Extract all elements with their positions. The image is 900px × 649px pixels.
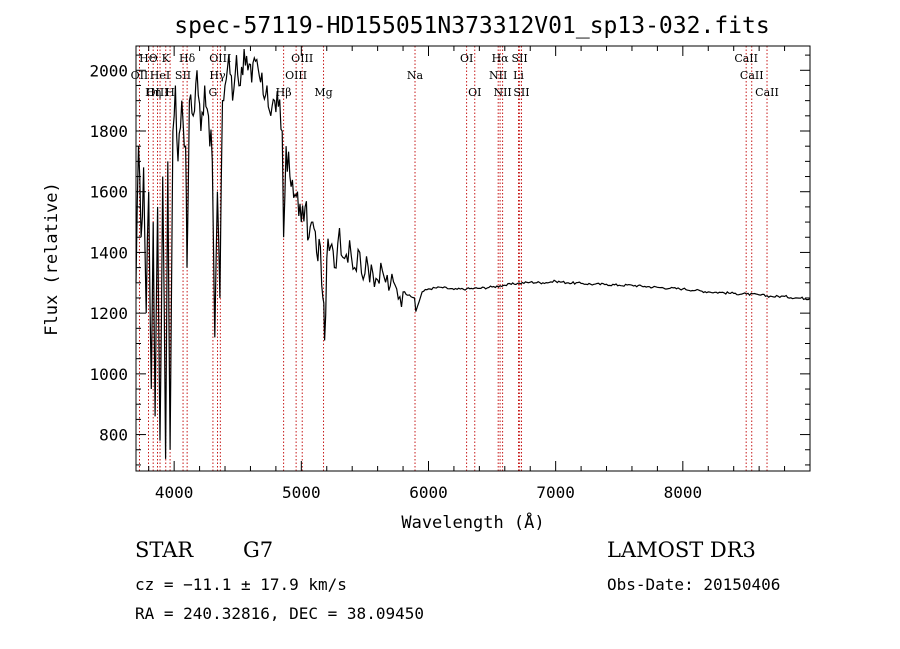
y-tick-label: 1600 [89, 183, 128, 202]
line-marker-label: OIII [291, 52, 313, 65]
line-marker-label: Li [513, 69, 524, 82]
y-axis-label: Flux (relative) [42, 182, 62, 336]
obs-date: Obs-Date: 20150406 [607, 575, 781, 594]
line-marker-label: SII [512, 52, 528, 65]
y-tick-label: 1200 [89, 304, 128, 323]
y-tick-label: 800 [99, 426, 128, 445]
line-marker-label: HeI [150, 69, 170, 82]
line-marker-label: CaII [740, 69, 764, 82]
object-class: STAR [135, 538, 194, 562]
redshift-text: cz = −11.1 ± 17.9 km/s [135, 575, 347, 594]
line-marker-label: Mg [314, 86, 332, 99]
x-axis-ticks: 4000 5000 6000 7000 8000 [148, 46, 786, 502]
x-tick-label: 4000 [155, 483, 194, 502]
line-marker-label: H [165, 86, 175, 99]
line-marker-label: OIII [285, 69, 307, 82]
survey-name: LAMOST DR3 [607, 538, 756, 562]
line-marker-label: G [209, 86, 218, 99]
y-axis-ticks: 800 1000 1200 1400 1600 1800 2000 [89, 54, 810, 466]
x-tick-label: 8000 [664, 483, 703, 502]
line-marker-label: K [162, 52, 171, 65]
x-axis-label: Wavelength (Å) [401, 511, 544, 533]
line-marker-label: OII [131, 69, 149, 82]
y-tick-label: 1400 [89, 243, 128, 262]
line-marker-label: Hη [145, 86, 161, 99]
line-marker-label: Hδ [179, 52, 196, 65]
line-marker-label: Na [407, 69, 424, 82]
line-marker-label: Hβ [276, 86, 292, 99]
spectrum-line [135, 48, 811, 459]
y-tick-label: 1800 [89, 122, 128, 141]
line-marker-label: Hα [492, 52, 510, 65]
line-marker-label: CaII [755, 86, 779, 99]
y-tick-label: 2000 [89, 61, 128, 80]
x-tick-label: 5000 [282, 483, 321, 502]
line-marker-label: OI [468, 86, 481, 99]
object-subclass: G7 [243, 538, 274, 562]
line-marker-label: OIII [146, 86, 168, 99]
line-marker-label: SII [513, 86, 529, 99]
plot-frame [135, 45, 811, 472]
line-marker-label: OIII [209, 52, 231, 65]
coordinates: RA = 240.32816, DEC = 38.09450 [135, 604, 424, 623]
line-marker-label: NII [489, 69, 507, 82]
x-tick-label: 7000 [536, 483, 575, 502]
line-marker-label: HΘ [139, 52, 158, 65]
chart-title: spec-57119-HD155051N373312V01_sp13-032.f… [174, 13, 769, 39]
line-markers [138, 46, 768, 471]
line-marker-label: OI [460, 52, 473, 65]
line-marker-label: NII [493, 86, 511, 99]
y-tick-label: 1000 [89, 365, 128, 384]
line-marker-label: SII [175, 69, 191, 82]
line-marker-label: Hγ [209, 69, 226, 82]
x-tick-label: 6000 [409, 483, 448, 502]
line-marker-label: CaII [734, 52, 758, 65]
